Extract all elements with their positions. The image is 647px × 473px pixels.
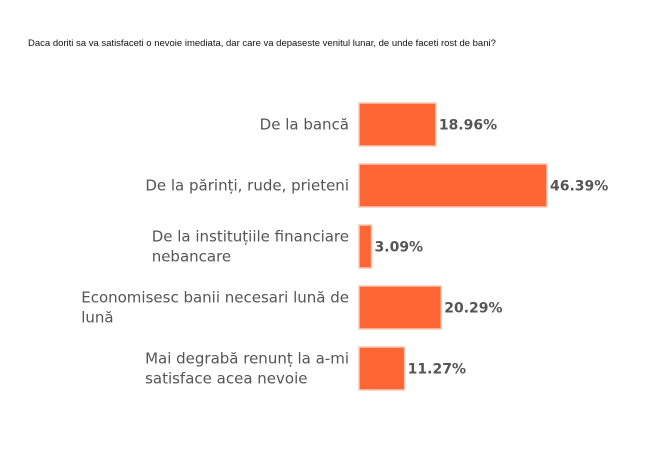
chart-title: Daca doriti sa va satisfaceti o nevoie i…: [28, 38, 496, 49]
value-label-2: 3.09%: [375, 240, 424, 256]
bar-3: [358, 285, 442, 330]
category-label-1: De la părinți, rude, prieteni: [145, 177, 349, 195]
bar-2: [358, 224, 373, 269]
bar-4: [358, 346, 406, 391]
value-label-0: 18.96%: [439, 118, 497, 134]
bars-layer: 18.96% De la bancă 46.39% De la părinți, ru…: [81, 102, 608, 391]
bar-0: [358, 102, 437, 147]
value-label-4: 11.27%: [408, 362, 466, 378]
category-label-0: De la bancă: [260, 116, 349, 134]
category-label-3: Economisesc banii necesari lună de lună: [81, 289, 349, 327]
category-label-4: Mai degrabă renunț la a-mi satisface acea…: [145, 350, 349, 388]
bar-1: [358, 163, 548, 208]
value-label-3: 20.29%: [444, 301, 502, 317]
category-label-2: De la instituțiile financiare nebancare: [152, 228, 349, 266]
value-label-1: 46.39%: [550, 179, 608, 195]
